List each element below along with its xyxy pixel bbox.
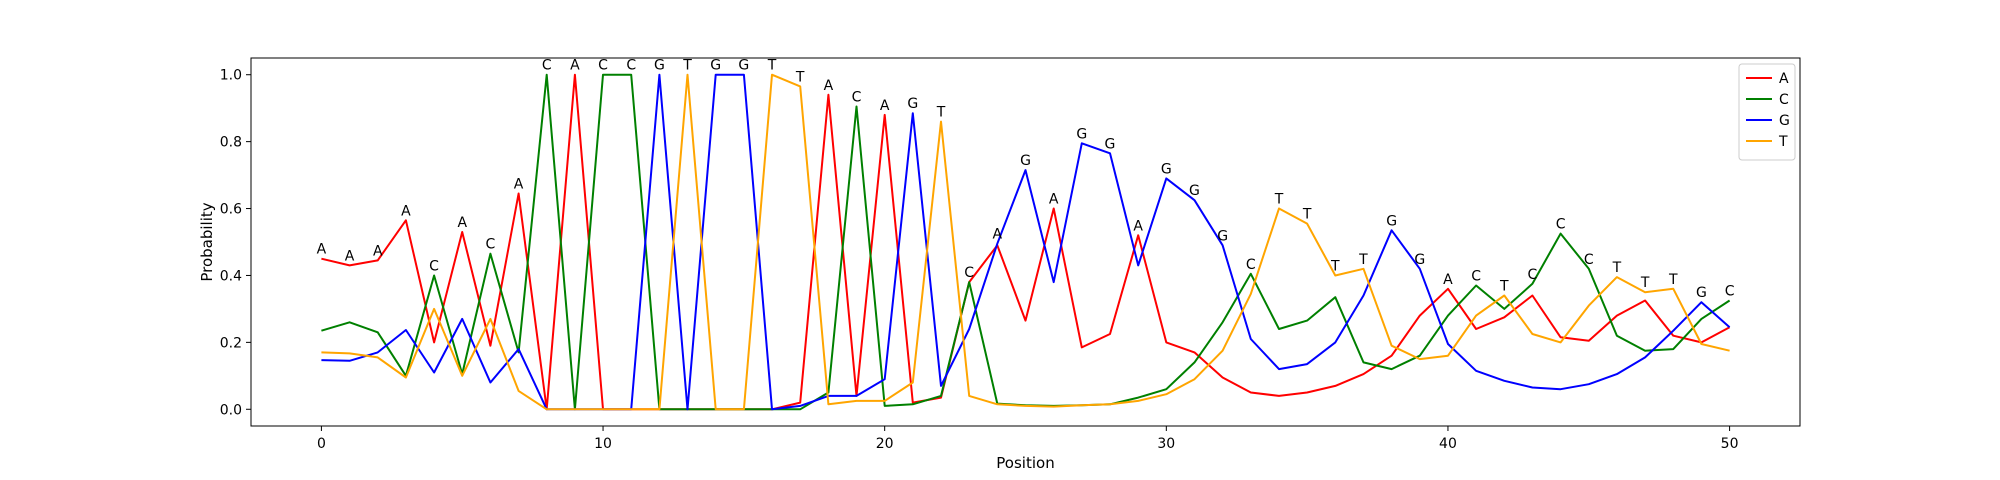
legend-entry-a: A: [1779, 71, 1789, 87]
peak-label-4: C: [429, 258, 439, 274]
peak-label-14: G: [710, 58, 721, 74]
y-tick-label: 0.2: [220, 335, 242, 351]
x-tick-label: 50: [1721, 436, 1739, 452]
peak-label-25: G: [1020, 153, 1031, 169]
peak-label-26: A: [1049, 192, 1059, 208]
x-tick-label: 10: [594, 436, 612, 452]
peak-label-34: T: [1274, 192, 1284, 208]
peak-label-33: C: [1246, 257, 1256, 273]
peak-label-38: G: [1386, 213, 1397, 229]
series-layer: [321, 73, 1731, 411]
peak-label-50: C: [1725, 284, 1735, 300]
peak-label-17: T: [795, 69, 805, 85]
peak-label-28: G: [1105, 136, 1116, 152]
x-axis-label: Position: [996, 454, 1054, 472]
peak-label-43: C: [1528, 267, 1538, 283]
peak-label-2: A: [373, 243, 383, 259]
peak-label-5: A: [457, 215, 467, 231]
peak-label-41: C: [1471, 268, 1481, 284]
peak-label-0: A: [317, 242, 327, 258]
y-tick-label: 0.0: [220, 402, 242, 418]
plot-frame: [250, 57, 1801, 427]
peak-label-23: C: [964, 265, 974, 281]
peak-label-18: A: [824, 78, 834, 94]
peak-label-44: C: [1556, 217, 1566, 233]
peak-label-46: T: [1612, 260, 1622, 276]
legend-box: [1738, 63, 1796, 161]
y-tick-label: 0.4: [220, 268, 242, 284]
peak-label-24: A: [993, 227, 1003, 243]
peak-label-29: A: [1133, 218, 1143, 234]
peak-label-22: T: [936, 105, 946, 121]
peak-label-36: T: [1330, 258, 1340, 274]
y-axis-label: Probability: [198, 202, 216, 281]
series-line-t: [321, 73, 1730, 411]
series-line-a: [321, 73, 1731, 411]
peak-label-7: A: [514, 176, 524, 192]
peak-labels: A A A A C A C A C A C C G T G G T T A C A G T C A G A G G A G G G C T T T T G G…: [317, 58, 1735, 301]
peak-label-8: C: [542, 58, 552, 74]
x-tick-label: 0: [317, 436, 326, 452]
legend-entry-t: T: [1778, 134, 1788, 150]
peak-label-16: T: [767, 58, 777, 74]
peak-label-27: G: [1076, 126, 1087, 142]
peak-label-39: G: [1414, 252, 1425, 268]
peak-label-45: C: [1584, 252, 1594, 268]
peak-label-20: A: [880, 98, 890, 114]
peak-label-31: G: [1189, 183, 1200, 199]
peak-label-11: C: [626, 58, 636, 74]
x-tick-label: 30: [1157, 436, 1175, 452]
peak-label-21: G: [907, 96, 918, 112]
peak-label-12: G: [654, 58, 665, 74]
y-tick-label: 0.6: [220, 202, 242, 218]
peak-label-35: T: [1302, 207, 1312, 223]
peak-label-13: T: [682, 58, 692, 74]
peak-label-49: G: [1696, 285, 1707, 301]
peak-label-6: C: [486, 237, 496, 253]
legend-entry-g: G: [1779, 113, 1790, 129]
peak-label-9: A: [570, 58, 580, 74]
peak-label-19: C: [852, 90, 862, 106]
peak-label-42: T: [1499, 279, 1509, 295]
y-tick-label: 0.8: [220, 135, 242, 151]
legend-entry-c: C: [1779, 92, 1789, 108]
y-tick-label: 1.0: [220, 68, 242, 84]
peak-label-47: T: [1640, 275, 1650, 291]
peak-label-1: A: [345, 248, 355, 264]
peak-label-15: G: [738, 58, 749, 74]
peak-label-10: C: [598, 58, 608, 74]
x-tick-label: 20: [876, 436, 894, 452]
peak-label-40: A: [1443, 272, 1453, 288]
axes: 0 10 20 30 40 50 0.0 0.2 0.4 0.6 0.8 1.0: [220, 57, 1801, 452]
peak-label-30: G: [1161, 161, 1172, 177]
peak-label-32: G: [1217, 228, 1228, 244]
peak-label-37: T: [1358, 252, 1368, 268]
x-tick-label: 40: [1439, 436, 1457, 452]
peak-label-48: T: [1668, 272, 1678, 288]
peak-label-3: A: [401, 203, 411, 219]
